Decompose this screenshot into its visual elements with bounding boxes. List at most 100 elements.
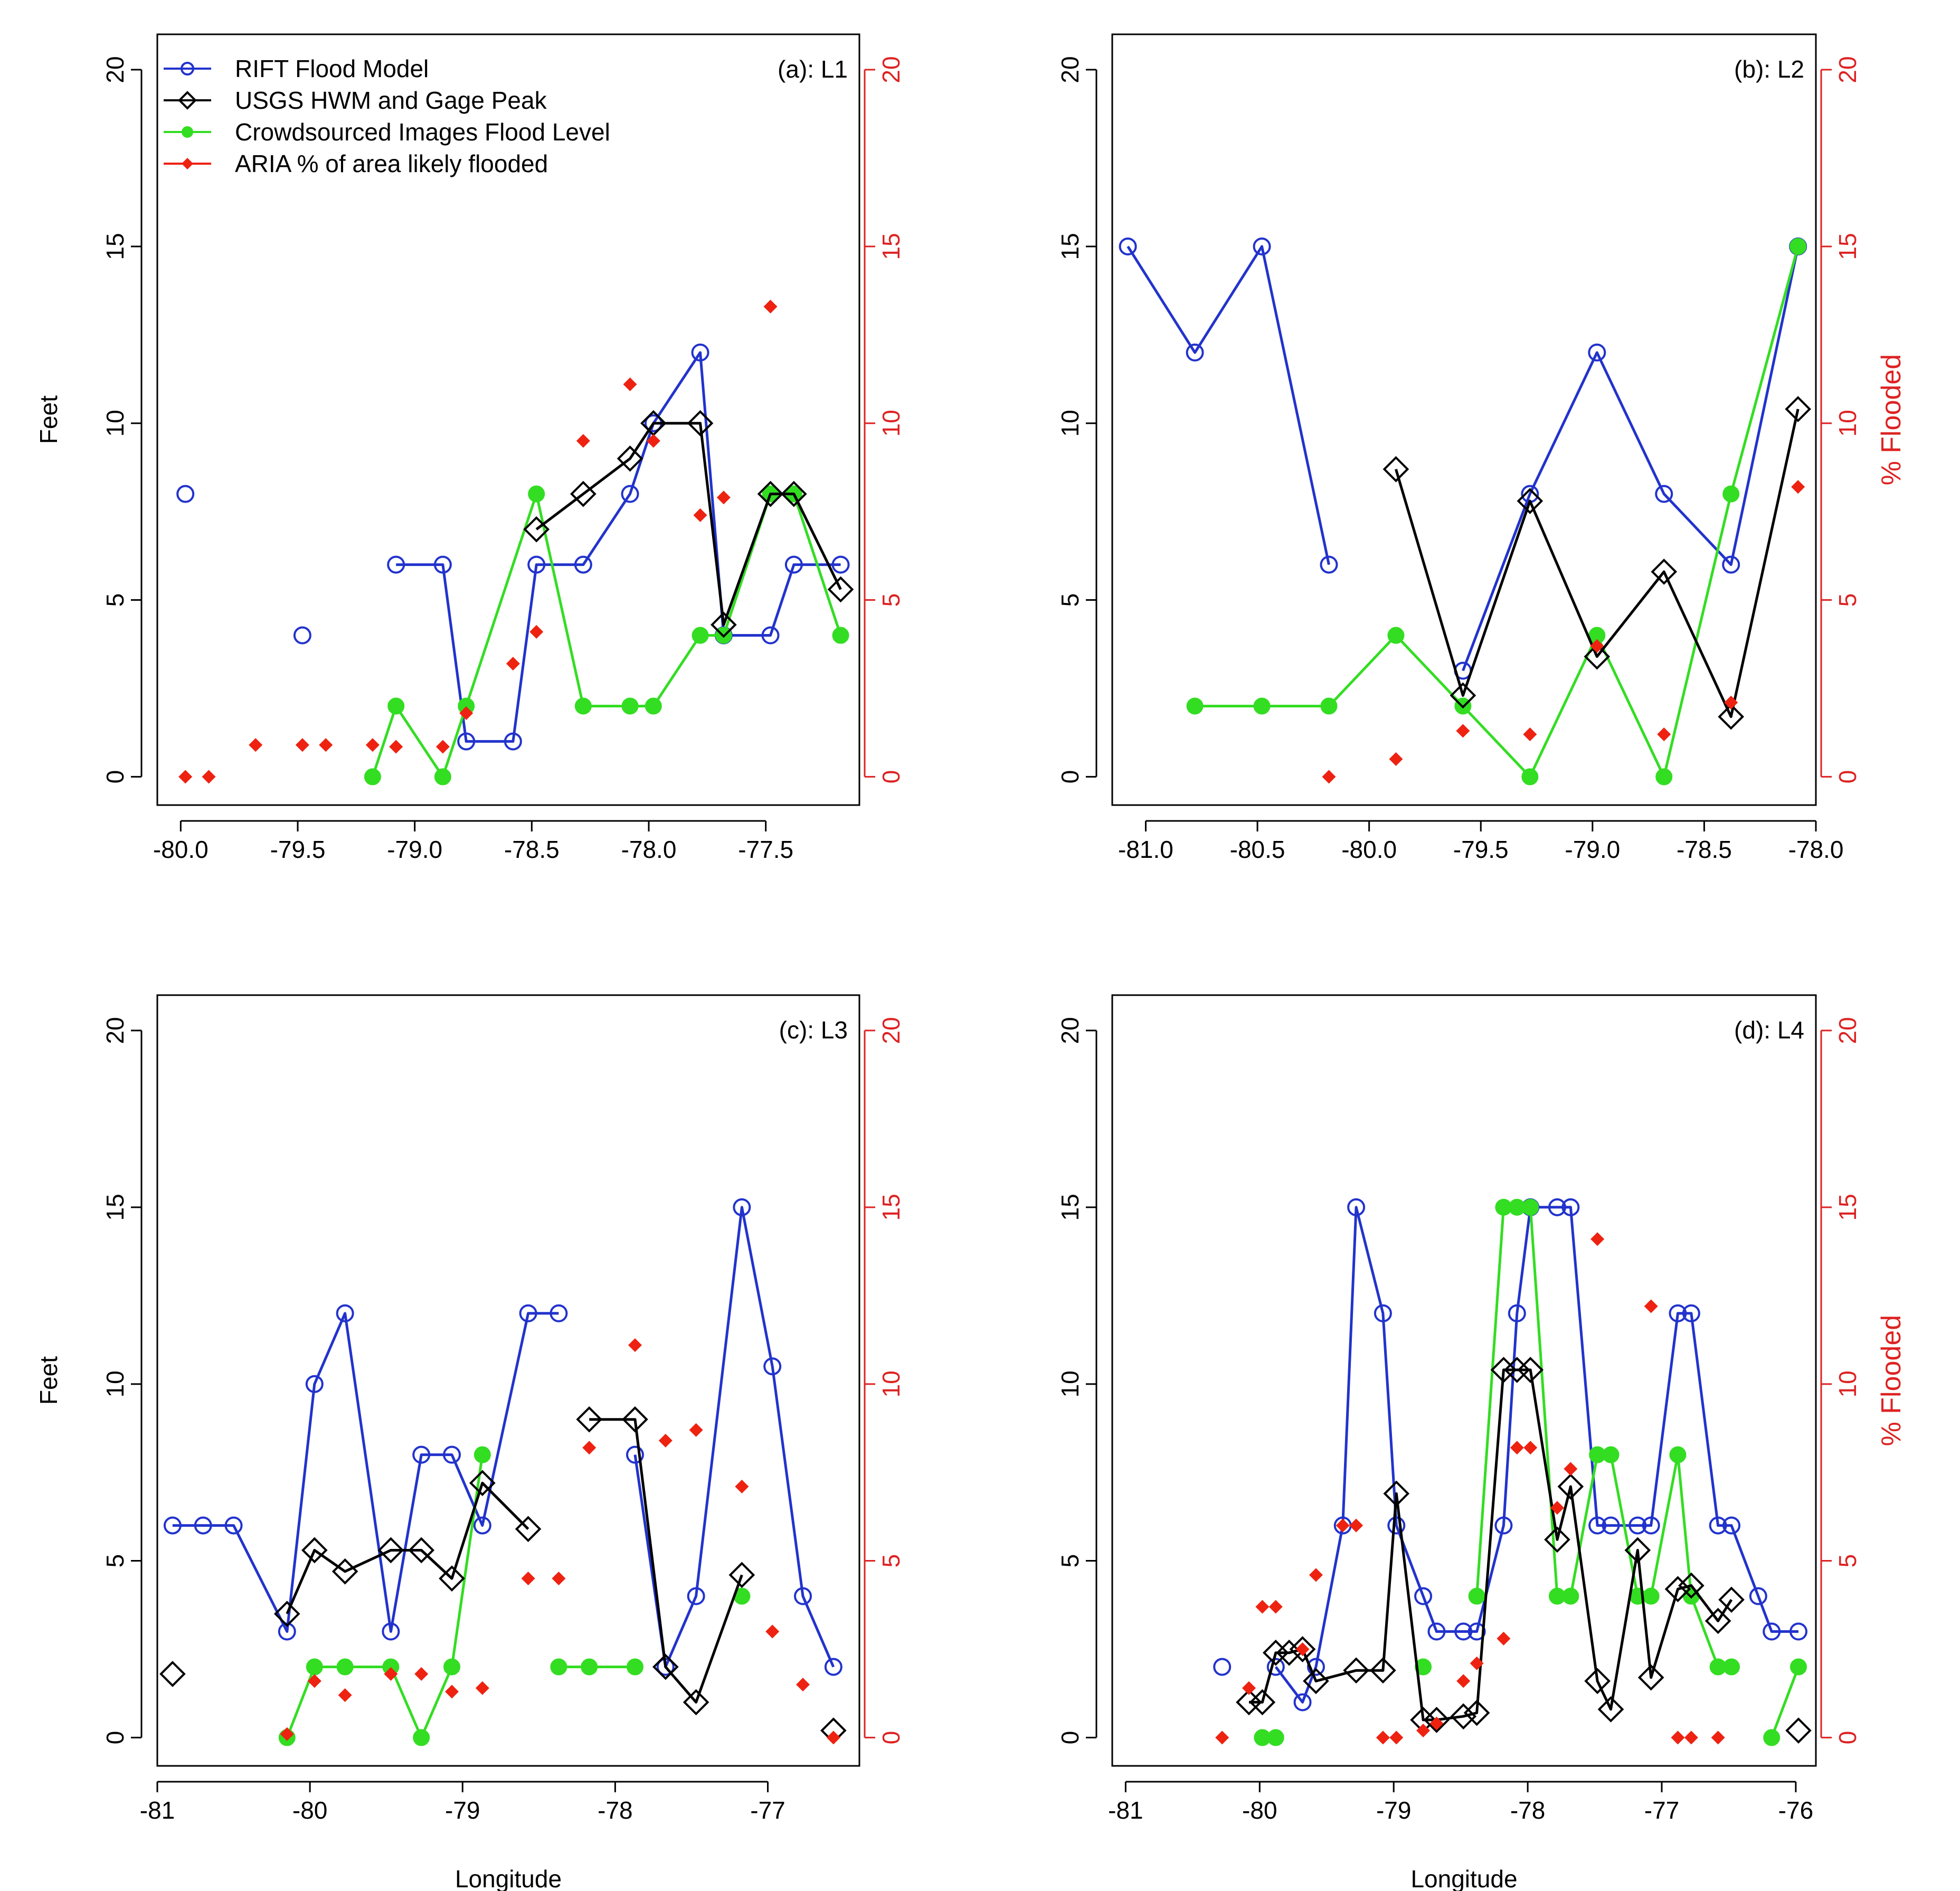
usgs-point — [652, 1653, 679, 1680]
x-tick-label: -77 — [1644, 1797, 1679, 1824]
rift-point — [1722, 555, 1740, 574]
rift-point — [194, 1516, 212, 1535]
series-aria — [1322, 480, 1805, 784]
aria-point — [249, 738, 263, 752]
y2-tick-label: 5 — [877, 593, 905, 607]
crowd-line — [1770, 1666, 1800, 1738]
x-tick-label: -81.0 — [1118, 836, 1173, 863]
x-tick-label: -79 — [445, 1797, 480, 1824]
aria-point — [1497, 1631, 1511, 1646]
rift-line — [1462, 246, 1800, 672]
legend-label: ARIA % of area likely flooded — [235, 150, 548, 177]
usgs-point — [781, 480, 807, 507]
usgs-point — [1597, 1696, 1624, 1723]
aria-point — [689, 1423, 703, 1437]
aria-point — [1510, 1441, 1524, 1455]
x-tick-label: -79.5 — [270, 836, 326, 863]
plot-frame — [156, 33, 860, 806]
x-tick-label: -80.0 — [1341, 836, 1397, 863]
aria-point — [1523, 727, 1537, 742]
y2-tick-label: 5 — [1834, 1554, 1861, 1568]
y2-tick-label: 20 — [1834, 1017, 1861, 1044]
y-tick-label: 20 — [1056, 56, 1084, 83]
aria-point — [628, 1338, 642, 1353]
legend-entry-aria: ARIA % of area likely flooded — [164, 150, 548, 177]
aria-point — [552, 1572, 566, 1586]
usgs-line — [535, 422, 842, 626]
rift-point — [1642, 1516, 1660, 1535]
x-tick-label: -78 — [598, 1797, 632, 1824]
rift-point — [763, 1357, 782, 1376]
usgs-point — [622, 1406, 648, 1433]
aria-point — [1376, 1731, 1390, 1745]
chart-panels: -80.0 -79.5 -79.0 -78.5 -78.0 -77.5 0 5 10 15 20 0 5… — [35, 33, 1907, 1891]
usgs-point — [1584, 1668, 1611, 1695]
rift-point — [687, 1587, 705, 1605]
x-tick-label: -81 — [1108, 1797, 1143, 1824]
rift-point — [163, 1516, 182, 1535]
y2-tick-label: 15 — [877, 1194, 905, 1221]
crowd-point — [434, 768, 451, 786]
x-tick-label: -80 — [292, 1797, 327, 1824]
y2-tick-label: 0 — [877, 1731, 905, 1745]
y-tick-label: 5 — [101, 1554, 129, 1568]
legend-swatch-marker — [178, 91, 197, 110]
usgs-point — [576, 1406, 603, 1433]
usgs-point — [757, 480, 784, 507]
rift-point — [621, 485, 639, 503]
y-tick-label: 20 — [1056, 1017, 1084, 1044]
usgs-point — [332, 1558, 358, 1585]
y-tick-label: 10 — [101, 1370, 129, 1397]
aria-point — [384, 1667, 398, 1681]
series-usgs — [159, 1406, 847, 1744]
usgs-point — [683, 1689, 709, 1716]
series-usgs — [1383, 396, 1811, 730]
y-tick-label: 0 — [101, 1731, 129, 1745]
crowd-point — [474, 1446, 491, 1463]
y2-tick-label: 0 — [877, 770, 905, 784]
aria-point — [796, 1677, 810, 1691]
aria-point — [765, 1624, 780, 1639]
usgs-point — [1490, 1357, 1517, 1383]
chart-panel-2: -81.0 -80.5 -80.0 -79.5 -79.0 -78.5 -78.0 0 5 10 1… — [1056, 33, 1907, 863]
x-tick-label: -80.5 — [1230, 836, 1285, 863]
aria-point — [178, 770, 193, 784]
aria-point — [1336, 1518, 1350, 1533]
aria-point — [435, 740, 450, 754]
y2-tick-label: 10 — [877, 410, 905, 437]
aria-point — [763, 299, 778, 314]
y2-axis-title: % Flooded — [1876, 1315, 1907, 1446]
rift-point — [1320, 555, 1338, 574]
y2-tick-label: 0 — [1834, 770, 1861, 784]
crowd-point — [832, 627, 849, 644]
y-tick-label: 10 — [1056, 410, 1084, 437]
rift-point — [1722, 1516, 1741, 1535]
rift-point — [1306, 1658, 1325, 1676]
aria-point — [202, 770, 216, 784]
chart-panel-3: -81 -80 -79 -78 -77 0 5 10 15 20 0 5 10 15 20 Feet Longi… — [35, 994, 905, 1891]
usgs-point — [1370, 1657, 1396, 1684]
rift-point — [794, 1587, 812, 1605]
usgs-point — [408, 1537, 435, 1564]
crowd-point — [1723, 1658, 1740, 1676]
usgs-point — [1584, 643, 1611, 670]
aria-point — [1470, 1656, 1484, 1670]
usgs-point — [1343, 1657, 1369, 1684]
x-tick-label: -77 — [750, 1797, 785, 1824]
usgs-point — [1785, 1717, 1812, 1744]
x-tick-label: -78 — [1510, 1797, 1545, 1824]
x-axis-title: Longitude — [455, 1865, 562, 1891]
y2-tick-label: 10 — [1834, 1370, 1861, 1397]
crowd-point — [1320, 697, 1338, 715]
crowd-point — [1602, 1446, 1620, 1463]
rift-point — [1763, 1622, 1781, 1641]
rift-point — [784, 555, 803, 574]
crowd-point — [387, 697, 405, 715]
y-tick-label: 0 — [1056, 770, 1084, 784]
aria-point — [716, 490, 731, 505]
chart-panel-1: -80.0 -79.5 -79.0 -78.5 -78.0 -77.5 0 5 10 15 20 0 5… — [35, 33, 905, 863]
crowd-point — [626, 1658, 643, 1676]
crowd-point — [1763, 1729, 1781, 1746]
aria-point — [307, 1674, 321, 1688]
